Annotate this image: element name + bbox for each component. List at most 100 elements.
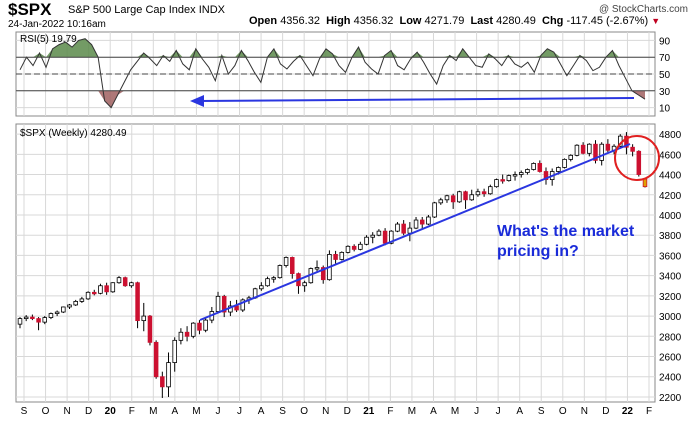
candle-body [48, 313, 54, 318]
x-tick-label: J [474, 406, 479, 417]
x-tick-label: 22 [622, 406, 634, 417]
x-tick-label: A [516, 406, 523, 417]
rsi-overbought-fill [534, 48, 561, 58]
price-y-tick-label: 3600 [659, 251, 682, 262]
candle [116, 276, 122, 284]
candle-body [518, 172, 524, 175]
price-y-tick-label: 2400 [659, 373, 682, 384]
candle [469, 189, 474, 201]
x-tick-label: S [21, 406, 28, 417]
candle-body [358, 243, 363, 250]
last-label: Last [470, 15, 494, 27]
chg-label: Chg [542, 15, 564, 27]
candle [376, 229, 382, 237]
candle [259, 282, 264, 291]
candle [568, 154, 573, 162]
candle [61, 306, 66, 314]
candle [42, 316, 48, 325]
candle [240, 298, 246, 313]
candle-body [512, 174, 518, 177]
candle-body [178, 331, 184, 341]
candle-body [283, 257, 289, 266]
x-axis: S O N D 20 F M A M J J A S O N D 21 F M A M J J A S O N D 22 F [21, 406, 652, 417]
candle [215, 291, 221, 314]
candle [432, 201, 437, 219]
candle-body [23, 316, 29, 320]
candle [438, 197, 444, 205]
rsi-y-tick-label: 70 [659, 53, 671, 64]
candle-body [351, 245, 357, 250]
rsi-y-tick-label: 10 [659, 104, 671, 115]
candle-body [215, 295, 221, 312]
x-tick-label: J [496, 406, 501, 417]
candle-body [599, 143, 604, 161]
candle-body [104, 285, 109, 293]
candle [587, 143, 592, 157]
candle [636, 150, 642, 177]
candle [488, 184, 493, 195]
candle [401, 220, 406, 236]
candle [30, 314, 35, 321]
candle-body [345, 245, 351, 253]
candle-body [172, 339, 177, 363]
candle-body [580, 144, 586, 154]
down-triangle-icon: ▼ [651, 16, 661, 26]
candle [153, 340, 159, 379]
candle-body [568, 154, 573, 160]
candle [351, 244, 357, 252]
candle-body [221, 295, 227, 313]
rsi-y-tick-label: 30 [659, 87, 671, 98]
candle-body [500, 179, 505, 182]
candle-body [531, 163, 536, 170]
high-label: High [326, 15, 351, 27]
chg-value: -117.45 (-2.67%) [566, 15, 649, 27]
candle-body [481, 191, 487, 195]
candle [166, 352, 171, 397]
candle [290, 256, 295, 279]
candle-body [624, 135, 629, 148]
candle-body [160, 376, 165, 388]
arrow-head-icon [190, 95, 204, 107]
candle [85, 291, 91, 300]
candle [277, 264, 283, 279]
candle [92, 289, 97, 296]
rsi-overbought-fill [33, 53, 47, 58]
candle [221, 294, 227, 318]
candle-body [320, 267, 326, 281]
candle [98, 283, 103, 295]
candle-body [67, 304, 72, 308]
candle-body [302, 282, 307, 287]
candle [203, 317, 208, 333]
candle [129, 281, 134, 288]
rsi-reference-lines [16, 56, 655, 92]
candle [624, 132, 629, 155]
candle [147, 315, 153, 346]
rsi-overbought-fill [319, 48, 340, 58]
x-tick-label: O [559, 406, 567, 417]
candle-body [290, 257, 295, 275]
candle-body [494, 179, 499, 188]
price-y-tick-label: 4800 [659, 130, 682, 141]
candle [17, 317, 23, 329]
candle-body [426, 216, 431, 225]
candle-body [525, 169, 530, 173]
candle-body [339, 251, 345, 260]
candle-body [469, 194, 474, 201]
candle-body [184, 331, 190, 337]
timestamp: 24-Jan-2022 10:16am [8, 19, 106, 30]
price-y-tick-label: 3200 [659, 292, 682, 303]
candles [17, 132, 648, 398]
candle-body [203, 319, 208, 331]
candle [265, 276, 270, 287]
candle-body [197, 322, 202, 331]
candle-body [259, 285, 264, 290]
candle-body [147, 315, 153, 343]
x-tick-label: N [322, 406, 329, 417]
price-y-tick-label: 4000 [659, 211, 682, 222]
candle [314, 260, 320, 273]
candle [358, 241, 363, 251]
candle-body [389, 230, 394, 244]
candle-body [556, 167, 561, 172]
x-tick-label: D [85, 406, 92, 417]
